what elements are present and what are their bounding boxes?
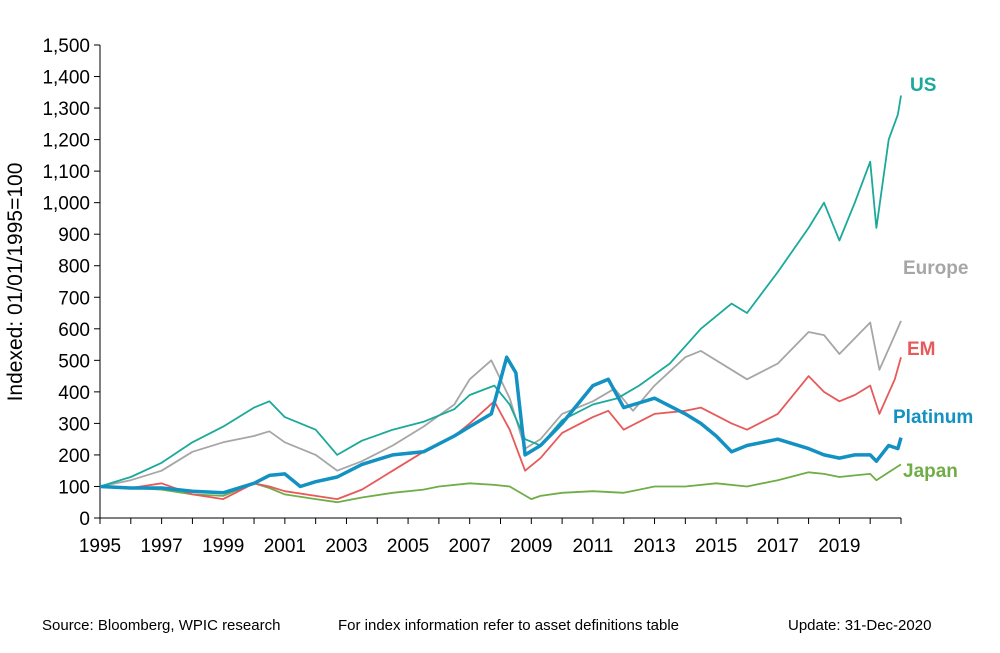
y-tick-label: 300	[58, 414, 90, 435]
x-tick-label: 2009	[510, 536, 552, 557]
y-tick-label: 200	[58, 446, 90, 467]
series-label-europe: Europe	[903, 258, 968, 279]
series-line-europe	[99, 320, 902, 488]
update-date: Update: 31-Dec-2020	[788, 617, 932, 634]
series-label-platinum: Platinum	[893, 407, 973, 428]
x-tick-label: 1999	[202, 536, 244, 557]
x-tick-label: 2013	[633, 536, 675, 557]
x-tick-label: 1995	[79, 536, 121, 557]
y-tick-label: 1,500	[42, 36, 90, 57]
x-tick-label: 2015	[695, 536, 737, 557]
x-tick-label: 2007	[449, 536, 491, 557]
y-tick-label: 1,300	[42, 99, 90, 120]
series-label-em: EM	[907, 339, 936, 360]
y-tick-label: 600	[58, 320, 90, 341]
series-label-japan: Japan	[903, 461, 958, 482]
x-tick-label: 2003	[325, 536, 367, 557]
series-line-japan	[99, 463, 902, 504]
y-tick-label: 100	[58, 477, 90, 498]
series-line-platinum	[99, 355, 903, 495]
series-label-us: US	[910, 75, 936, 96]
x-tick-label: 1997	[140, 536, 182, 557]
y-tick-label: 1,200	[42, 131, 90, 152]
y-tick-label: 700	[58, 288, 90, 309]
y-tick-label: 0	[79, 509, 90, 530]
series-labels: US Europe EM Platinum Japan	[893, 75, 973, 482]
y-tick-label: 1,100	[42, 162, 90, 183]
y-tick-label: 500	[58, 351, 90, 372]
x-tick-label: 2019	[818, 536, 860, 557]
source-note: Source: Bloomberg, WPIC research	[42, 617, 281, 634]
x-tick-label: 2001	[264, 536, 306, 557]
x-tick-label: 2005	[387, 536, 429, 557]
series-lines	[99, 95, 903, 504]
index-info-note: For index information refer to asset def…	[338, 617, 680, 634]
y-tick-label: 400	[58, 383, 90, 404]
axes: 0 100 200 300 400 500 600 700 800 900 1,000 1,100 1,…	[42, 36, 902, 557]
x-tick-label: 2011	[572, 536, 613, 557]
y-tick-label: 1,000	[42, 194, 90, 215]
y-axis-label: Indexed: 01/01/1995=100	[4, 163, 27, 402]
line-chart: 0 100 200 300 400 500 600 700 800 900 1,000 1,100 1,…	[4, 36, 973, 557]
y-tick-label: 1,400	[42, 68, 90, 89]
series-line-em	[99, 356, 902, 500]
y-tick-label: 800	[58, 257, 90, 278]
x-tick-label: 2017	[757, 536, 799, 557]
series-line-us	[99, 95, 902, 488]
y-tick-label: 900	[58, 225, 90, 246]
